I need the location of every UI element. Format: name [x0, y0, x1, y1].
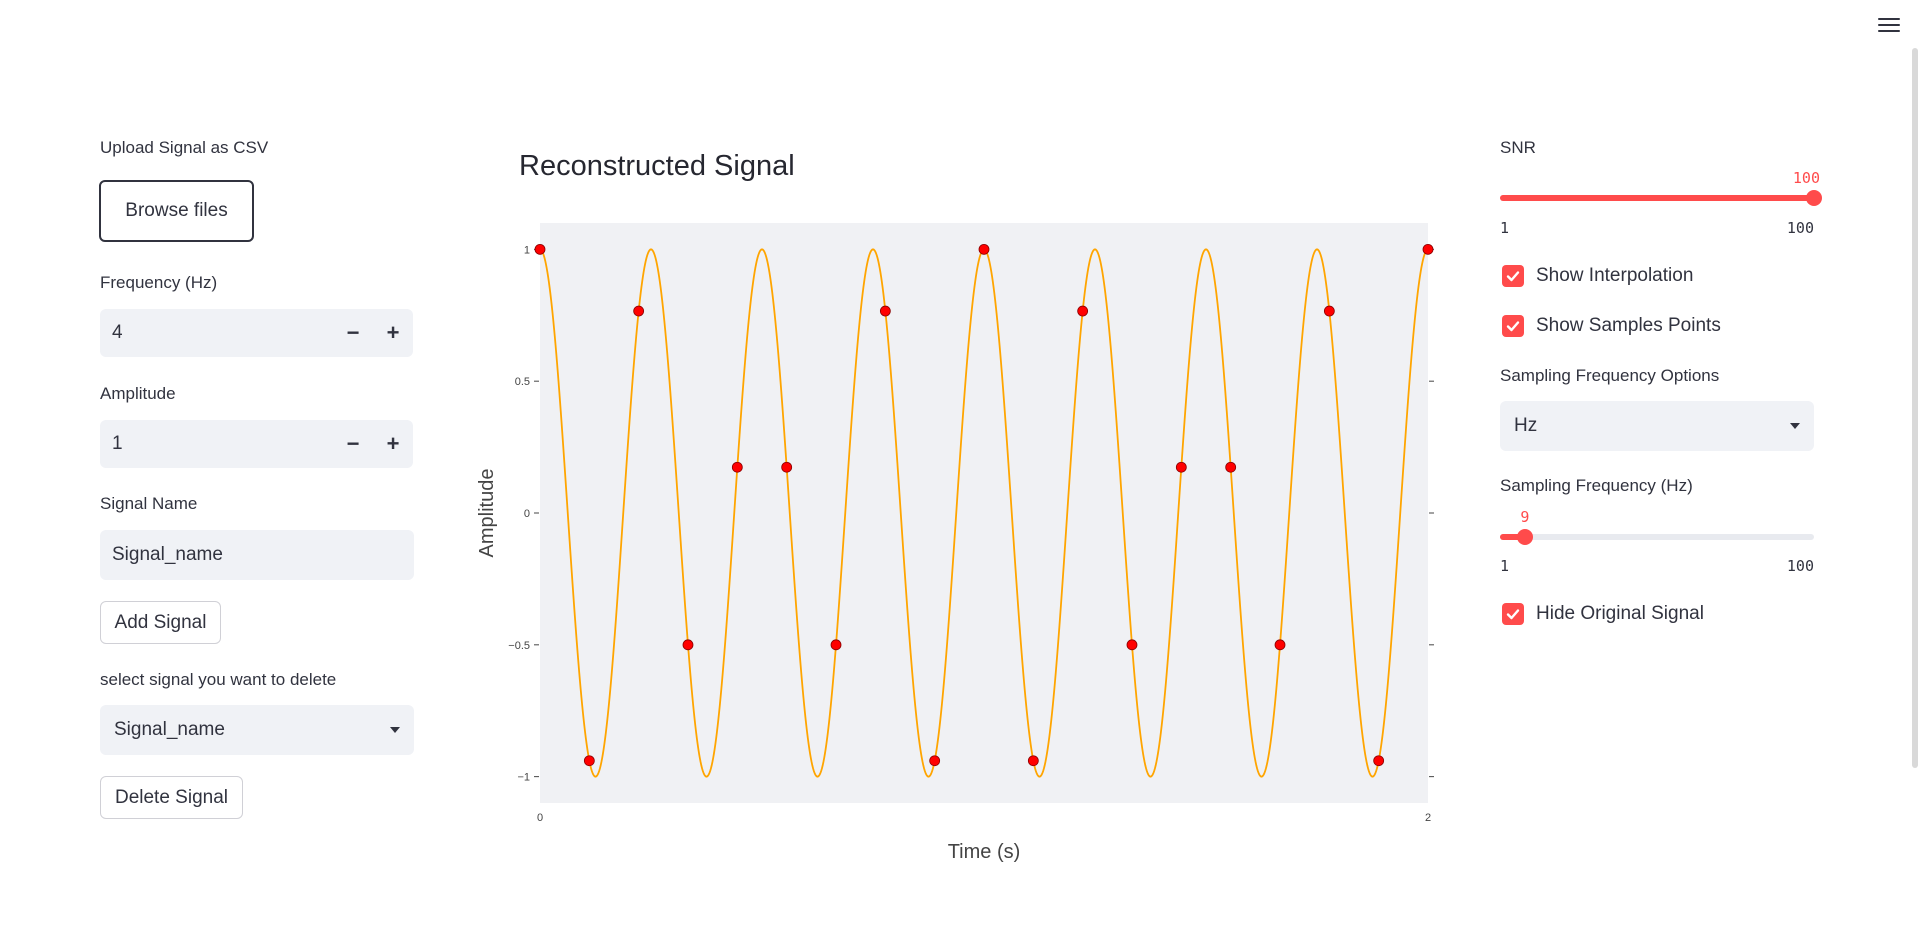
sample-point [1422, 243, 1434, 255]
sampling-frequency-slider[interactable] [1500, 529, 1814, 545]
sample-point [731, 461, 743, 473]
sample-point [1274, 639, 1286, 651]
sample-point [978, 243, 990, 255]
show-samples-label: Show Samples Points [1536, 315, 1721, 336]
x-tick-label: 0 [537, 812, 543, 824]
sample-point [879, 305, 891, 317]
delete-signal-select[interactable]: Signal_name [100, 705, 414, 755]
checkmark-icon[interactable] [1502, 603, 1524, 625]
sample-point [1126, 639, 1138, 651]
frequency-decrement-button[interactable]: − [346, 320, 360, 345]
frequency-label: Frequency (Hz) [100, 273, 218, 292]
checkmark-icon[interactable] [1502, 265, 1524, 287]
y-tick-label: 0.5 [515, 376, 530, 388]
signal-name-input[interactable]: Signal_name [100, 530, 414, 580]
sample-point [1373, 755, 1385, 767]
browse-files-button[interactable]: Browse files [99, 180, 254, 242]
show-samples-checkbox[interactable]: Show Samples Points [1502, 315, 1721, 337]
hamburger-menu-icon[interactable] [1876, 14, 1902, 36]
delete-select-label: select signal you want to delete [100, 670, 337, 689]
frequency-input[interactable]: 4 − + [100, 309, 413, 357]
snr-slider-value: 100 [1792, 169, 1820, 187]
delete-signal-button[interactable]: Delete Signal [100, 776, 243, 819]
chevron-down-icon [390, 727, 400, 733]
upload-label: Upload Signal as CSV [100, 138, 269, 157]
amplitude-increment-button[interactable]: + [386, 431, 400, 456]
snr-max-label: 100 [1786, 219, 1814, 237]
sampling-max-label: 100 [1786, 557, 1814, 575]
frequency-value[interactable]: 4 [112, 322, 123, 343]
snr-label: SNR [1500, 138, 1536, 157]
show-interpolation-label: Show Interpolation [1536, 265, 1694, 286]
sample-point [781, 461, 793, 473]
sampling-frequency-fill [1500, 534, 1526, 540]
scrollbar[interactable] [1912, 48, 1918, 768]
amplitude-decrement-button[interactable]: − [346, 431, 360, 456]
x-axis-label: Time (s) [948, 841, 1021, 863]
sampling-frequency-label: Sampling Frequency (Hz) [1500, 476, 1693, 495]
x-tick-label: 2 [1425, 812, 1431, 824]
y-tick-label: −0.5 [508, 640, 530, 652]
amplitude-value[interactable]: 1 [112, 433, 123, 454]
show-interpolation-checkbox[interactable]: Show Interpolation [1502, 265, 1693, 287]
snr-slider-fill [1500, 195, 1814, 201]
checkmark-icon[interactable] [1502, 315, 1524, 337]
sample-point [1323, 305, 1335, 317]
snr-slider-handle[interactable] [1806, 190, 1822, 206]
sample-point [583, 755, 595, 767]
sampling-options-select[interactable]: Hz [1500, 401, 1814, 451]
sample-point [633, 305, 645, 317]
sample-point [830, 639, 842, 651]
plot-area [540, 223, 1428, 803]
sampling-options-label: Sampling Frequency Options [1500, 366, 1720, 385]
y-axis-label: Amplitude [476, 469, 498, 558]
sample-point [1027, 755, 1039, 767]
hide-original-checkbox[interactable]: Hide Original Signal [1502, 603, 1704, 625]
sampling-frequency-handle[interactable] [1517, 529, 1534, 545]
sample-point [682, 639, 694, 651]
sample-point [534, 243, 546, 255]
amplitude-input[interactable]: 1 − + [100, 420, 413, 468]
snr-slider[interactable] [1500, 190, 1822, 206]
sampling-options-value: Hz [1514, 415, 1538, 436]
signal-chart[interactable]: 1 0.5 0 −0.5 −1 0 2 Time (s) Amplitude [460, 210, 1450, 870]
y-tick-label: 1 [524, 244, 530, 256]
page-title: Reconstructed Signal [519, 150, 795, 182]
y-tick-label: −1 [517, 772, 530, 784]
amplitude-label: Amplitude [100, 384, 176, 403]
signal-name-label: Signal Name [100, 494, 198, 513]
sample-point [1225, 461, 1237, 473]
add-signal-button[interactable]: Add Signal [100, 601, 221, 644]
sample-point [1175, 461, 1187, 473]
hide-original-label: Hide Original Signal [1536, 603, 1704, 624]
sampling-min-label: 1 [1500, 557, 1510, 575]
sampling-frequency-value: 9 [1520, 508, 1530, 526]
sample-point [1077, 305, 1089, 317]
frequency-increment-button[interactable]: + [386, 320, 400, 345]
snr-min-label: 1 [1500, 219, 1510, 237]
delete-select-value: Signal_name [114, 719, 225, 740]
sample-point [929, 755, 941, 767]
chevron-down-icon [1790, 423, 1800, 429]
y-tick-label: 0 [524, 508, 530, 520]
